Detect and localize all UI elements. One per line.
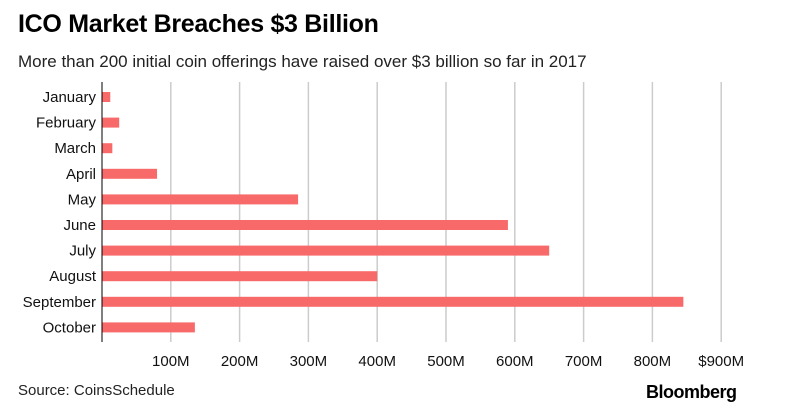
bar-january (102, 92, 111, 102)
tick-label-100: 100M (152, 353, 190, 370)
bloomberg-logo: Bloomberg (646, 382, 737, 402)
tick-label-900: $900M (698, 353, 744, 370)
bar-october (102, 322, 195, 333)
category-label-april: April (66, 166, 96, 183)
category-label-june: June (63, 217, 96, 234)
tick-label-200: 200M (221, 353, 259, 370)
bar-march (102, 143, 113, 154)
category-label-october: October (43, 319, 96, 336)
category-label-march: March (54, 140, 96, 157)
category-label-february: February (36, 115, 97, 132)
category-label-july: July (69, 243, 96, 260)
category-labels: January February March April May June July Augu… (23, 89, 97, 336)
category-label-may: May (68, 191, 97, 208)
category-label-september: September (23, 294, 96, 311)
tick-label-500: 500M (427, 353, 465, 370)
chart-subtitle: More than 200 initial coin offerings hav… (18, 52, 587, 71)
tick-label-700: 700M (565, 353, 603, 370)
bar-august (102, 271, 378, 282)
bar-april (102, 168, 158, 179)
tick-label-800: 800M (634, 353, 672, 370)
bar-july (102, 245, 550, 256)
bar-february (102, 117, 120, 128)
tick-labels: 100M 200M 300M 400M 500M 600M 700M 800M $900M (152, 353, 744, 370)
category-label-august: August (49, 268, 97, 285)
tick-label-300: 300M (290, 353, 328, 370)
tick-label-600: 600M (496, 353, 534, 370)
category-label-january: January (43, 89, 97, 106)
bar-september (102, 296, 684, 307)
tick-label-400: 400M (358, 353, 396, 370)
source-note: Source: CoinsSchedule (18, 382, 175, 399)
bar-may (102, 194, 299, 205)
bar-june (102, 220, 508, 230)
bars (102, 92, 684, 333)
chart-title: ICO Market Breaches $3 Billion (18, 10, 379, 38)
